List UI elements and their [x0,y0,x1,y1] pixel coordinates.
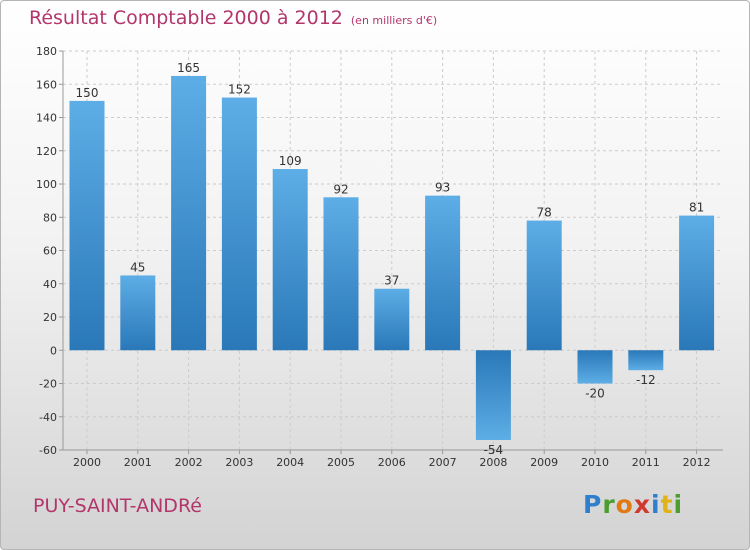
y-tick-label: 180 [36,45,57,58]
bar-2010 [577,350,613,384]
chart-title: Résultat Comptable 2000 à 2012 (en millie… [29,7,437,29]
y-tick-label: -20 [39,378,57,391]
label-layer: -60 -40 -20 0 20 40 60 80 100 120 140 160 180 150 2000… [36,45,711,469]
x-tick-label-2003: 2003 [225,456,253,469]
x-tick-label-2008: 2008 [479,456,507,469]
value-label-2005: 92 [333,182,348,196]
value-label-2012: 81 [689,201,704,215]
logo-letter: i [651,490,661,519]
chart-subtitle: (en milliers d'€) [350,14,438,27]
value-label-2003: 152 [228,83,251,97]
bar-2003 [221,97,257,351]
town-name: PUY-SAINT-ANDRé [33,495,202,517]
bar-2005 [323,197,359,351]
x-tick-label-2009: 2009 [530,456,558,469]
x-tick-label-2006: 2006 [378,456,406,469]
y-tick-label: -40 [39,411,57,424]
bar-2011 [628,350,664,371]
logo-letter: x [633,490,651,519]
bar-2008 [475,350,511,441]
y-tick-label: 0 [50,344,57,357]
x-tick-label-2007: 2007 [429,456,457,469]
value-label-2011: -12 [636,373,656,387]
y-tick-label: 160 [36,78,57,91]
value-label-2008: -54 [484,443,504,457]
bar-2012 [679,215,715,351]
x-tick-label-2002: 2002 [175,456,203,469]
y-tick-label: 120 [36,145,57,158]
logo-letter: r [602,490,616,519]
y-tick-label: 20 [43,311,57,324]
y-tick-label: 140 [36,112,57,125]
value-label-2007: 93 [435,181,450,195]
bar-2007 [425,195,461,351]
y-tick-label: 100 [36,178,57,191]
bar-layer [69,75,715,441]
axis-layer [59,50,723,454]
y-tick-label: 60 [43,245,57,258]
bar-2004 [272,169,308,351]
bar-2006 [374,288,410,351]
value-label-2002: 165 [177,61,200,75]
logo-letter: t [660,490,674,519]
value-label-2004: 109 [279,154,302,168]
value-label-2010: -20 [585,387,605,401]
value-label-2009: 78 [537,206,552,220]
x-tick-label-2010: 2010 [581,456,609,469]
value-label-2001: 45 [130,260,145,274]
grid-layer [63,50,723,451]
logo-letter: o [615,490,634,519]
x-tick-label-2001: 2001 [124,456,152,469]
x-tick-label-2011: 2011 [632,456,660,469]
bar-2000 [69,100,105,351]
x-tick-label-2012: 2012 [683,456,711,469]
chart-title-text: Résultat Comptable 2000 à 2012 [29,7,343,29]
x-tick-label-2005: 2005 [327,456,355,469]
bar-2001 [120,275,156,351]
value-label-2006: 37 [384,274,399,288]
y-tick-label: 40 [43,278,57,291]
logo-letter: i [673,490,684,519]
logo-letter: P [583,490,603,519]
proxiti-logo[interactable]: Proxiti [583,490,683,519]
x-tick-label-2000: 2000 [73,456,101,469]
x-tick-label-2004: 2004 [276,456,304,469]
value-label-2000: 150 [76,86,99,100]
y-tick-label: 80 [43,211,57,224]
bar-2002 [171,75,207,351]
bar-2009 [526,220,562,351]
y-tick-label: -60 [39,444,57,457]
